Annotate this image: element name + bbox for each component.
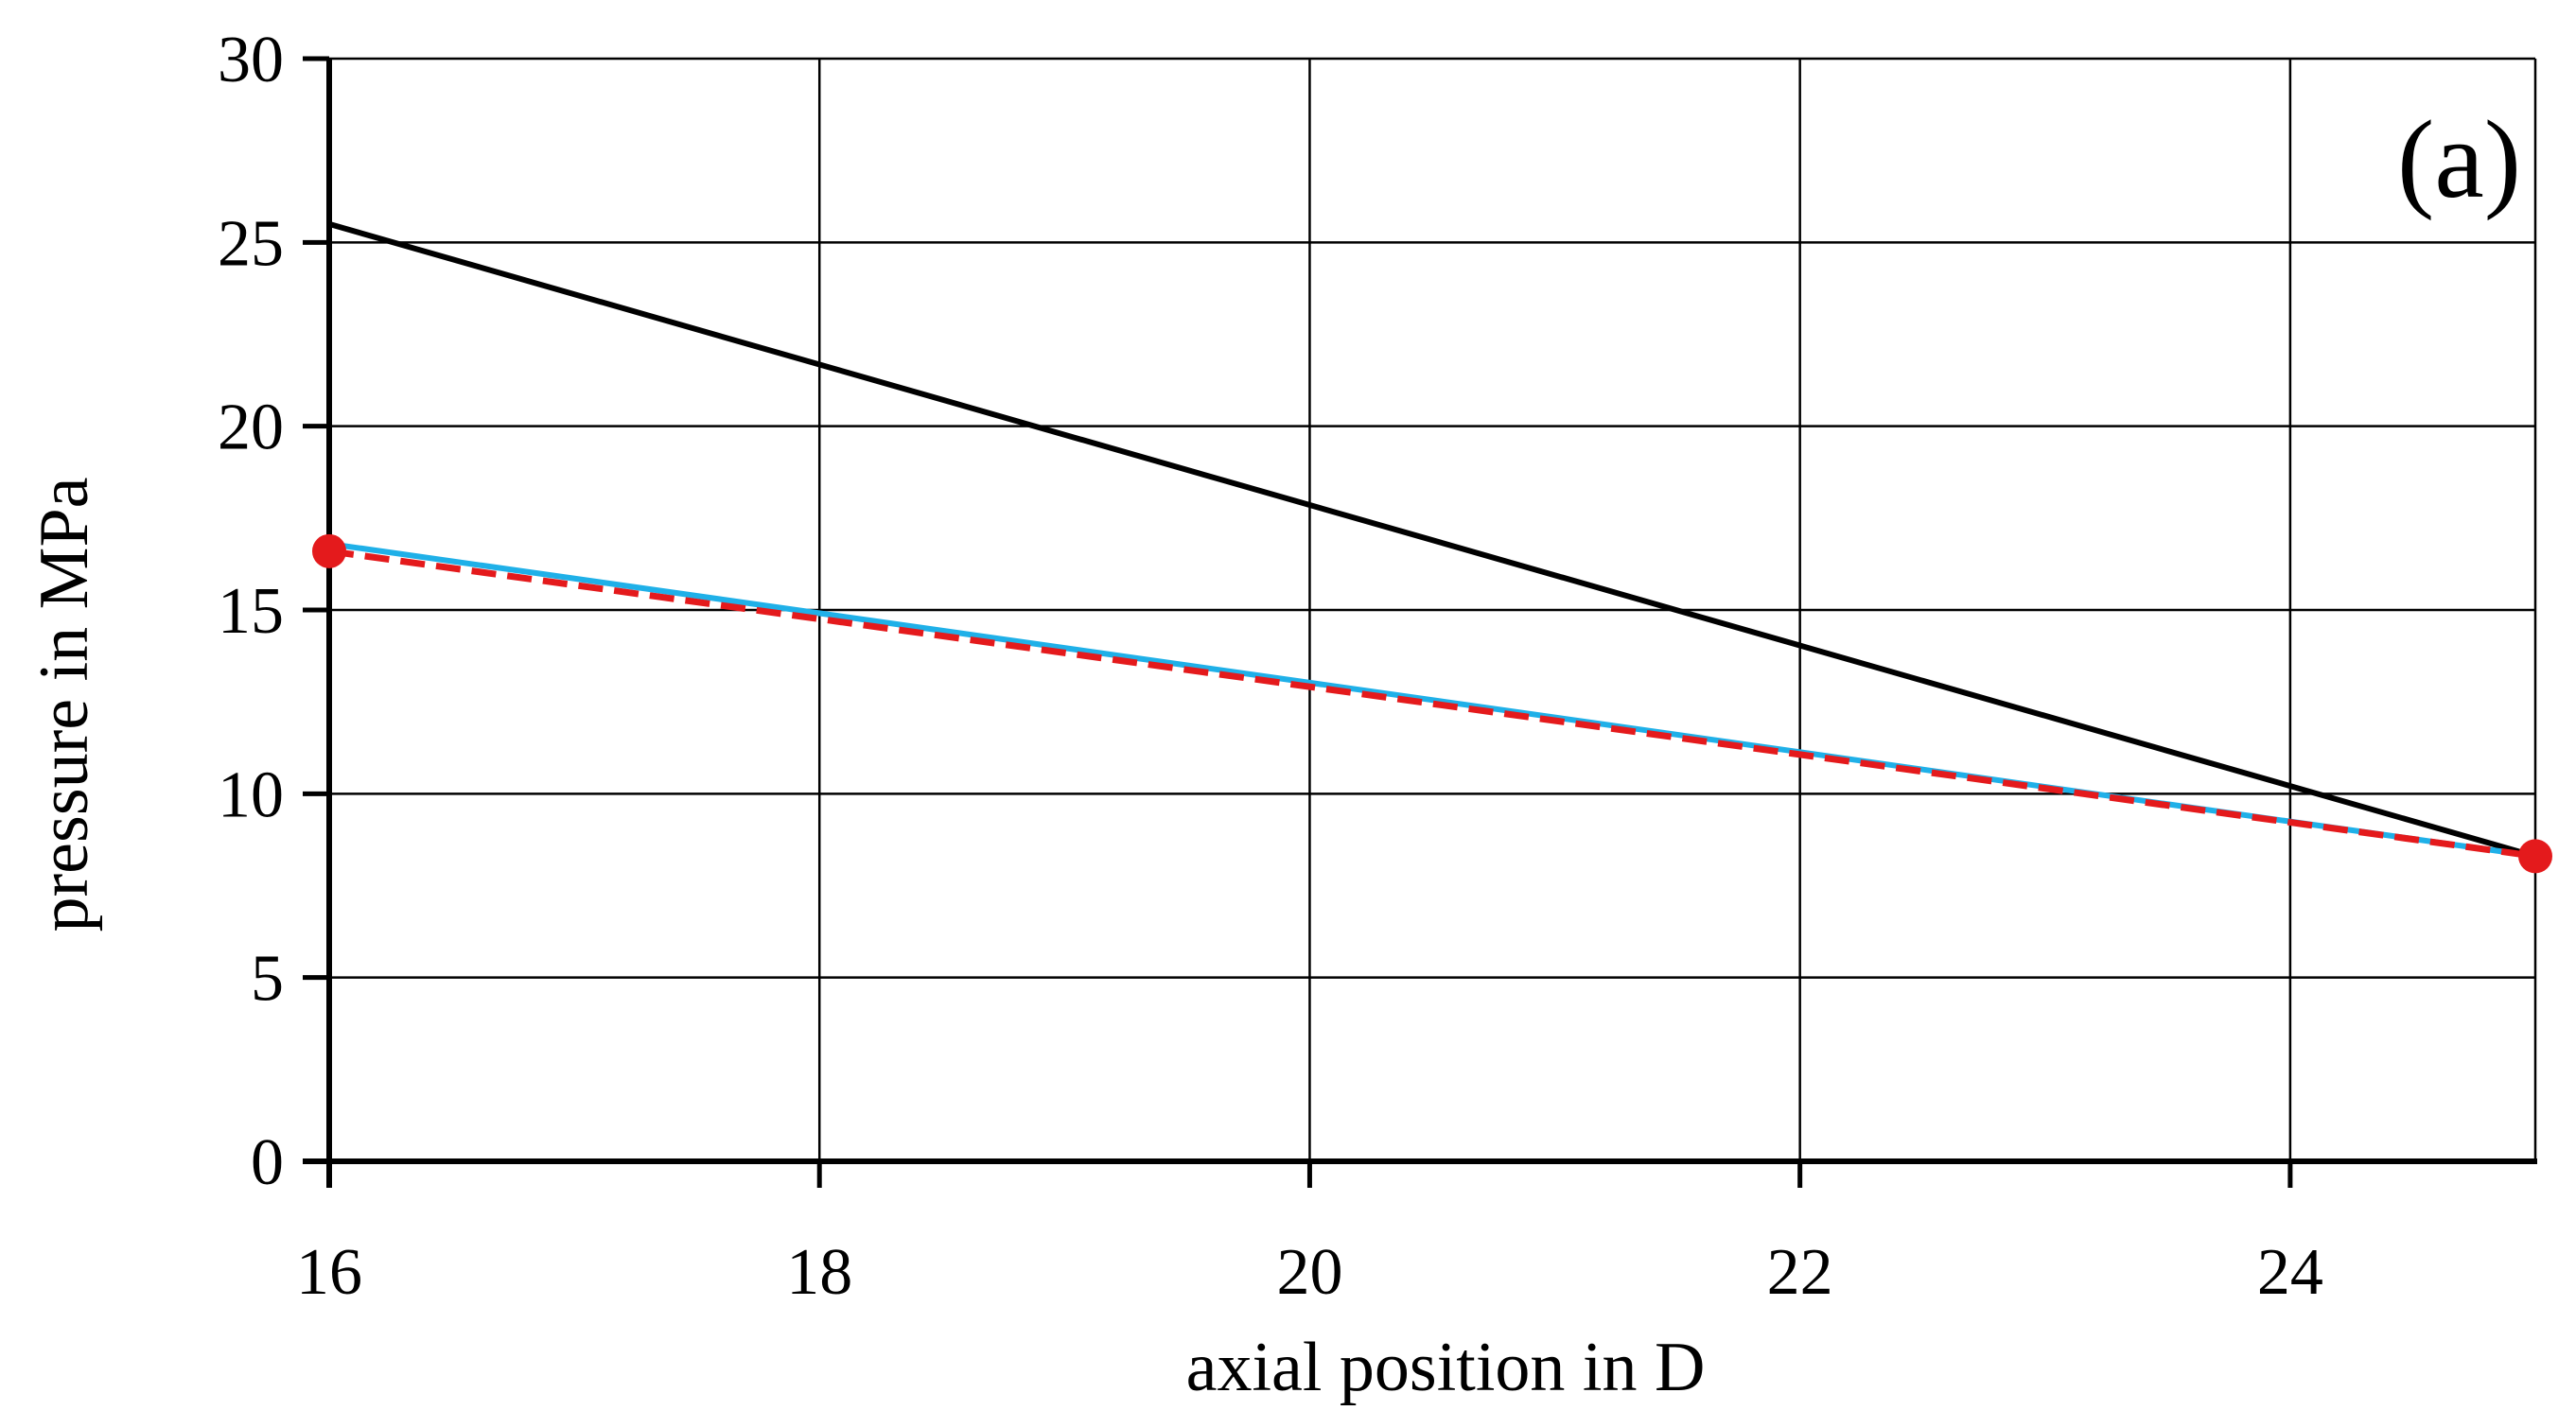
x-tick-label: 24 xyxy=(2257,1236,2323,1309)
grid xyxy=(329,57,2537,1161)
x-tick-label: 20 xyxy=(1276,1236,1342,1309)
y-axis-title: pressure in MPa xyxy=(26,478,103,932)
series-point-3 xyxy=(2518,839,2552,874)
y-tick-label: 15 xyxy=(218,575,284,648)
y-tick-label: 5 xyxy=(251,943,284,1016)
series-line-3 xyxy=(328,548,2536,860)
series-point-3 xyxy=(312,533,346,568)
x-tick-label: 22 xyxy=(1767,1236,1833,1309)
series-line-1 xyxy=(328,221,2536,860)
x-tick-label: 18 xyxy=(786,1236,852,1309)
x-tick-label: 16 xyxy=(296,1236,362,1309)
axes xyxy=(303,56,2537,1188)
y-tick-label: 0 xyxy=(251,1126,284,1199)
y-tick-label: 20 xyxy=(218,392,284,464)
series-group xyxy=(312,221,2552,874)
tick-labels: 0 5 10 15 20 25 30 16 18 20 22 24 xyxy=(218,24,2323,1309)
y-tick-label: 10 xyxy=(218,758,284,831)
panel-label: (a) xyxy=(2397,97,2521,221)
y-tick-label: 30 xyxy=(218,24,284,96)
y-tick-label: 25 xyxy=(218,207,284,280)
x-axis-title: axial position in D xyxy=(1186,1329,1706,1406)
